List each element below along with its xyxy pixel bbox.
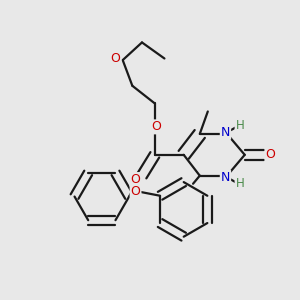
Text: O: O	[266, 148, 275, 161]
Text: O: O	[111, 52, 121, 65]
Text: O: O	[130, 173, 140, 186]
Text: H: H	[236, 177, 244, 190]
Text: O: O	[152, 120, 161, 134]
Text: O: O	[130, 185, 140, 198]
Text: H: H	[236, 119, 244, 132]
Text: N: N	[221, 126, 230, 139]
Text: N: N	[221, 171, 230, 184]
